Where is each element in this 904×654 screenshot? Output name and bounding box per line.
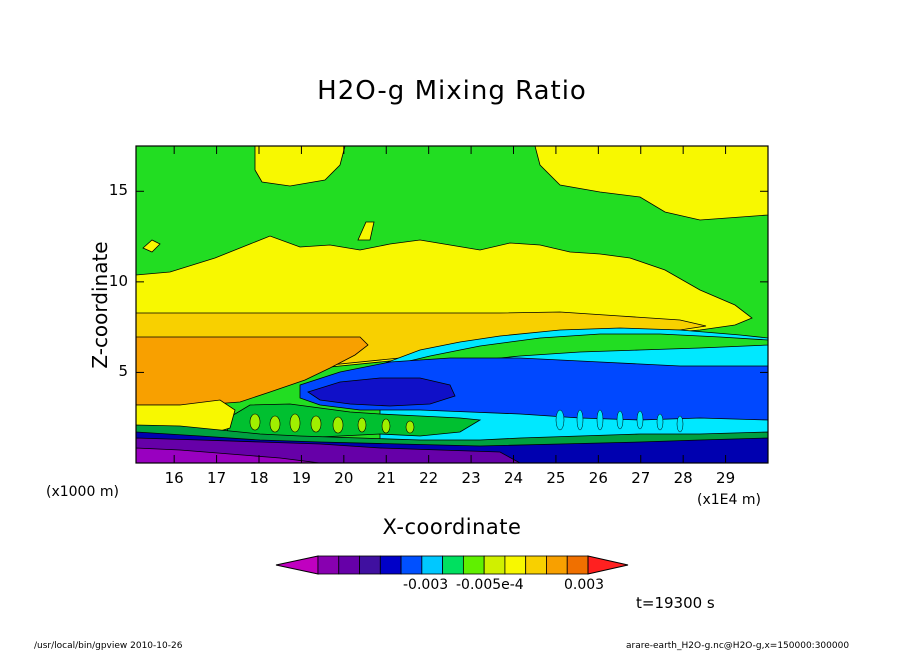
x-tick-label: 28 bbox=[673, 469, 693, 487]
colorbar-segment bbox=[442, 555, 464, 575]
colorbar-segment bbox=[546, 555, 568, 575]
x-tick-label: 21 bbox=[376, 469, 396, 487]
colorbar-segment bbox=[338, 555, 360, 575]
colorbar bbox=[275, 555, 629, 575]
colorbar-segment bbox=[566, 555, 589, 575]
x-tick-label: 19 bbox=[291, 469, 311, 487]
x-tick-label: 22 bbox=[419, 469, 439, 487]
colorbar-arrow-left bbox=[275, 555, 319, 575]
footer-source: arare-earth_H2O-g.nc@H2O-g,x=150000:3000… bbox=[626, 641, 850, 651]
contour-streaks bbox=[555, 409, 684, 433]
contour-blobs-lightgreen bbox=[249, 413, 415, 434]
contour-region-dark-blue bbox=[307, 377, 456, 407]
time-label: t=19300 s bbox=[636, 594, 715, 612]
x-tick-label: 23 bbox=[461, 469, 481, 487]
contour-region-yellow-small bbox=[357, 221, 375, 241]
x-tick-label: 16 bbox=[164, 469, 184, 487]
colorbar-label: 0.003 bbox=[564, 577, 605, 593]
colorbar-segment bbox=[462, 555, 485, 575]
x-tick-label: 25 bbox=[546, 469, 566, 487]
colorbar-label: -0.003 bbox=[403, 577, 449, 593]
footer-command: /usr/local/bin/gpview 2010-10-26 bbox=[34, 641, 183, 651]
colorbar-segment bbox=[379, 555, 402, 575]
contour-field bbox=[136, 146, 768, 463]
contour-region-yellow-top-right bbox=[534, 146, 768, 221]
y-tick-label: 5 bbox=[118, 362, 128, 381]
y-tick-label: 15 bbox=[108, 181, 128, 200]
colorbar-label: -0.005e-4 bbox=[456, 577, 524, 593]
x-tick-label: 29 bbox=[716, 469, 736, 487]
y-axis-unit: (x1000 m) bbox=[46, 484, 119, 500]
x-axis-label: X-coordinate bbox=[382, 515, 522, 539]
plot-frame bbox=[135, 145, 769, 464]
x-axis-unit: (x1E4 m) bbox=[697, 492, 761, 508]
x-tick-label: 26 bbox=[588, 469, 608, 487]
x-tick-label: 17 bbox=[207, 469, 227, 487]
x-tick-label: 27 bbox=[631, 469, 651, 487]
colorbar-segment bbox=[359, 555, 381, 575]
colorbar-segment bbox=[421, 555, 444, 575]
x-tick-label: 20 bbox=[334, 469, 354, 487]
y-axis-ticks bbox=[136, 190, 768, 373]
x-tick-label: 18 bbox=[249, 469, 269, 487]
colorbar-arrow-right bbox=[587, 555, 629, 575]
chart-title: H2O-g Mixing Ratio bbox=[317, 76, 587, 106]
colorbar-segment bbox=[504, 555, 527, 575]
y-axis-label: Z-coordinate bbox=[88, 241, 112, 369]
y-tick-label: 10 bbox=[108, 271, 128, 290]
colorbar-segment bbox=[525, 555, 547, 575]
colorbar-segment bbox=[317, 555, 340, 575]
contour-region-magenta bbox=[136, 447, 321, 463]
colorbar-segment bbox=[400, 555, 423, 575]
x-axis-ticks bbox=[173, 146, 727, 463]
contour-region-yellow-speck bbox=[142, 239, 161, 253]
colorbar-segment bbox=[483, 555, 506, 575]
x-tick-label: 24 bbox=[503, 469, 524, 487]
